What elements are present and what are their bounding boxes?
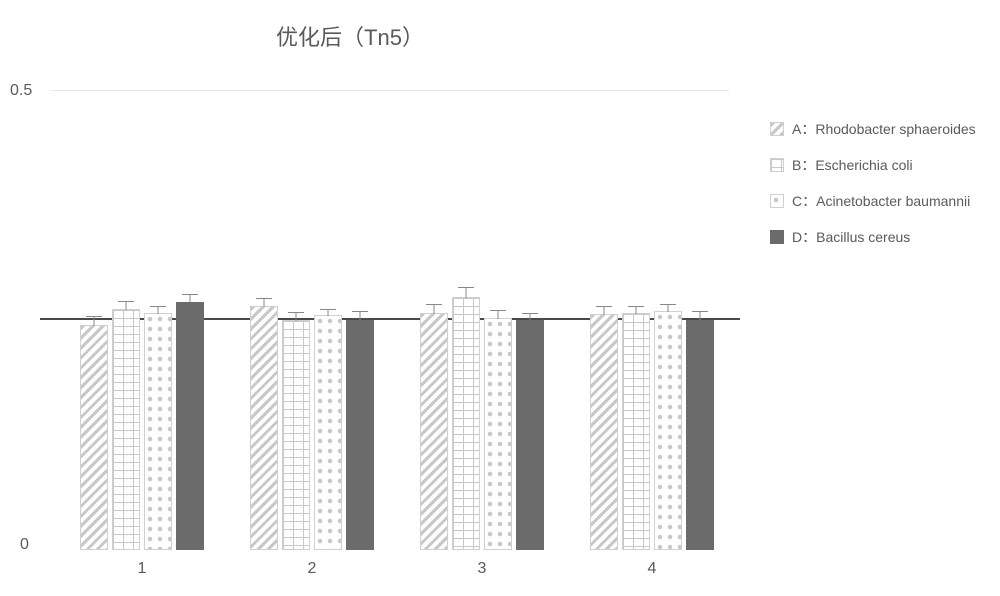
x-tick-4: 4 <box>632 560 672 578</box>
bar-B-1 <box>112 309 140 550</box>
bar-A-3 <box>420 313 448 550</box>
bar-D-3 <box>516 320 544 550</box>
x-tick-3: 3 <box>462 560 502 578</box>
bar-B-3 <box>452 297 480 550</box>
bar-D-4 <box>686 320 714 550</box>
legend-item-b: B：Escherichia coli <box>770 156 976 174</box>
legend-label-d: D：Bacillus cereus <box>792 227 910 247</box>
y-tick-top: 0.5 <box>10 82 32 100</box>
legend: A：Rhodobacter sphaeroides B：Escherichia … <box>770 120 976 264</box>
bar-A-1 <box>80 325 108 550</box>
legend-swatch-b <box>770 158 784 172</box>
bar-C-1 <box>144 313 172 550</box>
y-tick-bottom: 0 <box>20 536 29 554</box>
legend-swatch-c <box>770 194 784 208</box>
chart-title: 优化后（Tn5） <box>0 20 700 52</box>
legend-label-c: C：Acinetobacter baumannii <box>792 191 970 211</box>
legend-label-a: A：Rhodobacter sphaeroides <box>792 119 976 139</box>
bar-A-4 <box>590 314 618 550</box>
grid-line <box>50 90 730 91</box>
legend-label-b: B：Escherichia coli <box>792 155 913 175</box>
bar-C-3 <box>484 318 512 550</box>
bar-A-2 <box>250 306 278 550</box>
x-tick-2: 2 <box>292 560 332 578</box>
bar-C-4 <box>654 311 682 550</box>
legend-item-d: D：Bacillus cereus <box>770 228 976 246</box>
legend-swatch-a <box>770 122 784 136</box>
legend-item-c: C：Acinetobacter baumannii <box>770 192 976 210</box>
bar-B-4 <box>622 313 650 550</box>
plot-area <box>50 90 730 550</box>
bar-D-1 <box>176 302 204 550</box>
x-tick-1: 1 <box>122 560 162 578</box>
bar-B-2 <box>282 320 310 550</box>
bar-C-2 <box>314 315 342 550</box>
bar-D-2 <box>346 320 374 550</box>
legend-swatch-d <box>770 230 784 244</box>
chart-container: 优化后（Tn5） 0.5 0 1 2 3 4 A：Rhodobacter sphaer… <box>0 0 1000 596</box>
legend-item-a: A：Rhodobacter sphaeroides <box>770 120 976 138</box>
